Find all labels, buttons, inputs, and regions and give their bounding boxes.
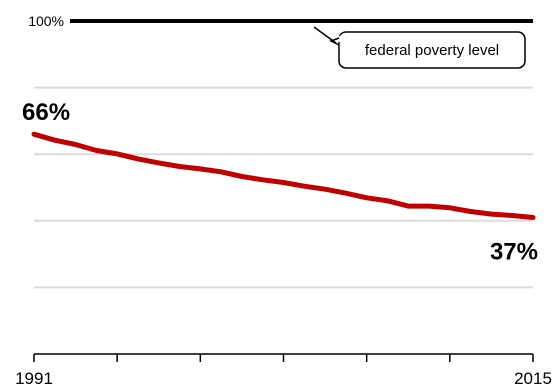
- gridlines: [34, 86, 533, 289]
- x-axis: [33, 353, 534, 362]
- callout-text: federal poverty level: [365, 42, 499, 59]
- poverty-level-callout: federal poverty level: [313, 26, 526, 69]
- x-tick-label-first: 1991: [15, 369, 53, 388]
- series-group: [31, 131, 536, 220]
- series-line-0: [31, 131, 536, 220]
- callout-box: [338, 31, 526, 69]
- x-tick-label-last: 2015: [514, 369, 552, 388]
- poverty-level-tick-label: 100%: [28, 13, 64, 29]
- series-start-label: 66%: [22, 99, 70, 126]
- series-end-label: 37%: [490, 238, 538, 265]
